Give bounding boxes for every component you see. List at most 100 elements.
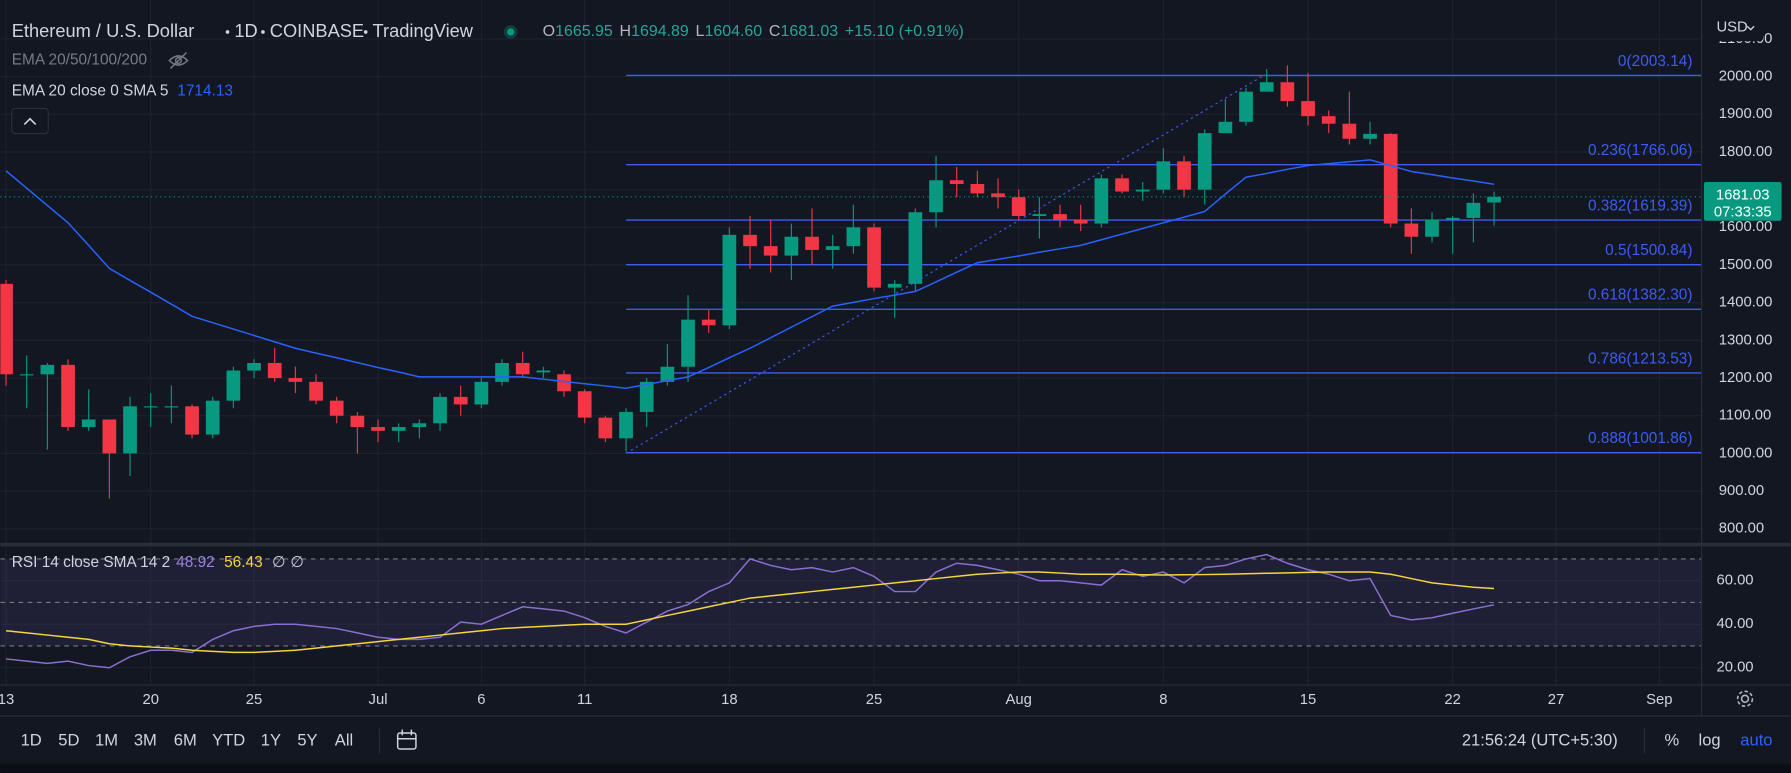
x-tick-label: 22: [1444, 692, 1461, 708]
candle-body: [1404, 223, 1419, 237]
candle-body: [1445, 217, 1460, 220]
legend-value: 1604.60: [704, 23, 762, 40]
date-range-icon[interactable]: [396, 729, 417, 750]
x-tick-label: 25: [246, 692, 263, 708]
candle-body: [701, 319, 716, 326]
legend-key: O: [543, 23, 555, 40]
candle-body: [143, 406, 158, 408]
candle-body: [267, 362, 282, 379]
candle-body: [639, 381, 654, 412]
range-button[interactable]: 3M: [134, 730, 157, 749]
range-button[interactable]: YTD: [212, 730, 245, 749]
currency-button[interactable]: USD: [1708, 13, 1764, 42]
candle-body: [681, 319, 695, 367]
y-tick-label: 1500.00: [1719, 257, 1773, 273]
range-button[interactable]: 1M: [95, 730, 118, 749]
candle-body: [1032, 214, 1047, 217]
scale-option[interactable]: %: [1665, 730, 1680, 749]
y-tick-label: 800.00: [1719, 521, 1764, 537]
candle-body: [1383, 133, 1398, 224]
fib-label: 0.888(1001.86): [1588, 430, 1693, 447]
fib-label: 0.618(1382.30): [1588, 287, 1693, 304]
candle-body: [102, 419, 117, 454]
x-tick-label: 8: [1159, 692, 1167, 708]
x-tick-label: Sep: [1646, 692, 1672, 708]
x-tick-label: 18: [721, 692, 738, 708]
range-button[interactable]: All: [335, 730, 353, 749]
candle-body: [1301, 101, 1315, 117]
candle-body: [557, 374, 571, 392]
range-button[interactable]: 1D: [21, 730, 42, 749]
candle-body: [1342, 123, 1357, 139]
candle-body: [1073, 219, 1088, 224]
ohlc-legend: O1665.95 H1694.89 L1604.60 C1681.03 +15.…: [543, 23, 964, 40]
last-price-label: 1681.03: [1716, 188, 1770, 204]
candle-body: [1135, 189, 1150, 192]
rsi-label: RSI 14 close SMA 14 2: [12, 554, 170, 571]
legend-key: H: [620, 23, 632, 40]
candle-body: [1239, 91, 1253, 122]
hidden-eye-icon[interactable]: [168, 51, 189, 70]
range-button[interactable]: 5Y: [297, 730, 317, 749]
candle-body: [929, 180, 943, 213]
rsi-tick-label: 20.00: [1716, 660, 1753, 676]
candle-body: [1156, 161, 1171, 190]
rsi-extra: ∅: [290, 554, 303, 571]
candle-body: [433, 396, 447, 424]
range-button[interactable]: 6M: [174, 730, 197, 749]
candle-body: [908, 212, 923, 284]
x-tick-label: 6: [477, 692, 485, 708]
candle-body: [288, 378, 303, 382]
candle-body: [660, 366, 675, 382]
x-tick-label: 20: [142, 692, 158, 708]
ema-label: EMA 20 close 0 SMA 5: [12, 82, 169, 99]
candle-body: [474, 381, 489, 405]
candle-body: [1094, 178, 1109, 224]
interval: 1D: [234, 20, 257, 41]
candle-body: [226, 370, 241, 401]
rsi-tick-label: 60.00: [1716, 573, 1753, 589]
legend-value: 1681.03: [780, 23, 838, 40]
legend-value: 1665.95: [555, 23, 613, 40]
rsi-line: [5, 553, 1495, 669]
legend-change: +15.10 (+0.91%): [845, 23, 964, 40]
y-tick-label: 1100.00: [1719, 408, 1772, 424]
separator-dot: [225, 30, 230, 34]
candle-body: [0, 283, 13, 375]
candle-body: [1053, 214, 1067, 220]
candle-body: [970, 183, 985, 194]
candle-body: [1011, 197, 1026, 217]
candle-body: [1425, 219, 1439, 237]
range-button[interactable]: 5D: [58, 730, 79, 749]
indicator-group: EMA 20/50/100/200: [12, 52, 147, 69]
ema-line: [5, 159, 1495, 389]
y-tick-label: 1000.00: [1719, 445, 1773, 461]
candle-body: [846, 227, 861, 247]
candle-body: [309, 381, 323, 401]
rsi-extra: ∅: [272, 554, 285, 571]
scale-option[interactable]: log: [1699, 730, 1721, 749]
legend-value: 1694.89: [631, 23, 689, 40]
symbol-title: Ethereum / U.S. Dollar: [12, 20, 195, 41]
market-status-dot: [507, 28, 515, 36]
bottom-edge: [0, 763, 1791, 773]
y-tick-label: 2000.00: [1719, 69, 1773, 85]
legend-key: C: [769, 23, 781, 40]
fib-label: 0.236(1766.06): [1588, 142, 1693, 159]
currency: USD: [1716, 19, 1747, 35]
x-tick-label: 11: [577, 692, 592, 708]
range-button[interactable]: 1Y: [261, 730, 281, 749]
collapse-button[interactable]: [11, 107, 49, 135]
y-tick-label: 1800.00: [1719, 144, 1773, 160]
candle-body: [867, 227, 881, 288]
separator-dot: [363, 30, 368, 34]
scale-option[interactable]: auto: [1740, 730, 1772, 749]
settings-gear[interactable]: [1736, 690, 1754, 708]
last-price-box: [1703, 181, 1782, 221]
candle-body: [40, 364, 55, 375]
x-tick-label: 27: [1548, 692, 1564, 708]
candle-body: [412, 423, 427, 428]
y-tick-label: 900.00: [1719, 483, 1764, 499]
clock: 21:56:24 (UTC+5:30): [1462, 730, 1618, 749]
brand: TradingView: [373, 20, 474, 41]
